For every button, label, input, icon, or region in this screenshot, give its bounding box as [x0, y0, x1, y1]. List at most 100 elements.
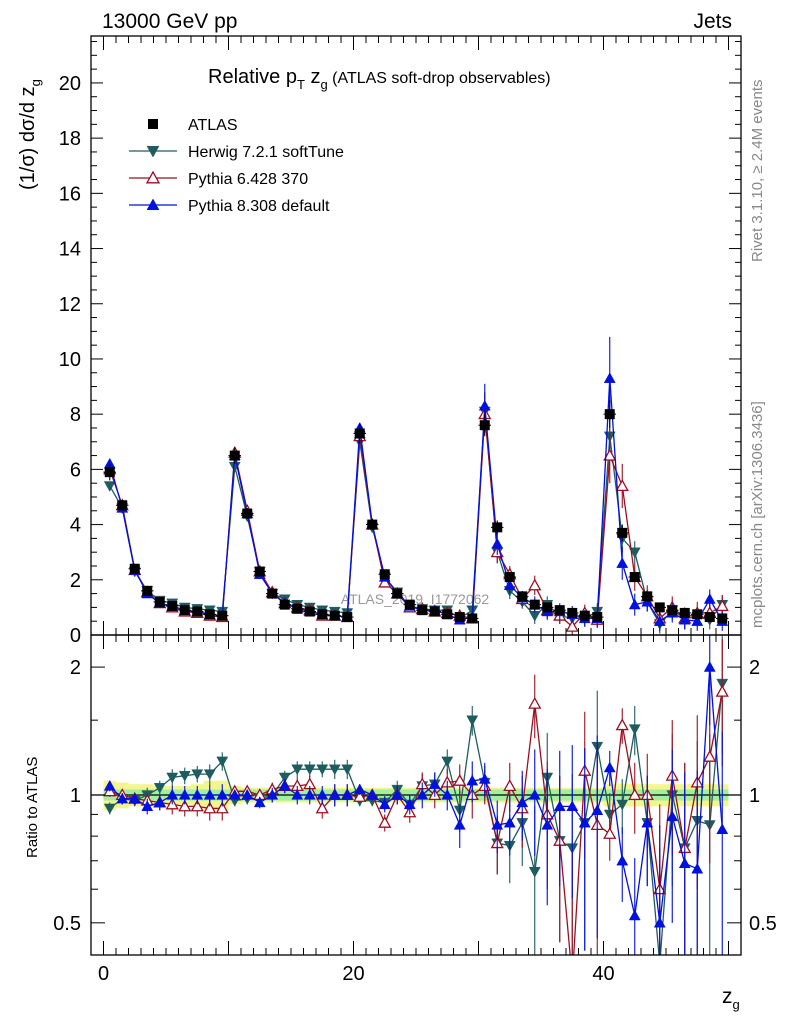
data-point	[703, 593, 716, 604]
ratio-point	[528, 788, 541, 800]
y-tick-label: 8	[70, 404, 81, 426]
y-tick-label: 4	[70, 515, 81, 537]
ratio-point	[266, 788, 279, 800]
data-point	[629, 572, 640, 583]
data-point	[615, 479, 629, 491]
y-tick-label: 10	[59, 349, 81, 371]
data-point	[317, 609, 328, 620]
data-point	[491, 537, 504, 549]
legend-label: Herwig 7.2.1 softTune	[188, 144, 344, 161]
ratio-point	[715, 684, 729, 697]
x-tick-label: 40	[592, 963, 614, 985]
ratio-point	[691, 862, 704, 874]
ratio-point	[203, 769, 216, 781]
ratio-y-tick-label: 1	[749, 785, 760, 807]
data-point	[392, 588, 403, 599]
ratio-y-tick-label: 1	[70, 785, 81, 807]
ratio-point	[178, 788, 191, 800]
ratio-point	[128, 792, 141, 804]
data-point	[354, 428, 365, 439]
data-point	[642, 591, 653, 602]
data-point	[117, 500, 128, 511]
data-point	[267, 588, 278, 599]
y-tick-label: 14	[59, 239, 81, 261]
ratio-point	[641, 816, 654, 828]
ratio-line	[109, 691, 723, 955]
process-label: Jets	[693, 10, 732, 33]
data-point	[478, 399, 491, 411]
ratio-point	[253, 796, 266, 808]
legend-marker	[146, 198, 160, 211]
ratio-point	[516, 796, 529, 808]
ratio-series-2	[103, 635, 729, 955]
ratio-point	[178, 799, 192, 812]
data-point	[479, 420, 490, 431]
ratio-point	[103, 803, 116, 815]
data-point	[492, 522, 503, 533]
energy-label: 13000 GeV pp	[102, 10, 237, 33]
ratio-y-tick-label: 0.5	[53, 913, 81, 935]
ratio-point	[567, 973, 578, 983]
chart-title: Relative pT zg (ATLAS soft-drop observab…	[208, 66, 551, 92]
ratio-point	[116, 792, 129, 804]
mcplots-label: mcplots.cern.ch [arXiv:1306.3436]	[749, 401, 766, 628]
data-point	[692, 609, 703, 620]
ratio-point	[216, 756, 229, 768]
y-tick-label: 18	[59, 128, 81, 150]
data-point	[378, 575, 392, 588]
ratio-point	[428, 778, 441, 789]
data-point	[529, 599, 540, 610]
ratio-point	[478, 773, 491, 784]
data-point	[329, 610, 340, 621]
data-point	[628, 598, 641, 610]
data-point	[654, 602, 665, 613]
ratio-point	[191, 769, 204, 781]
ratio-point	[328, 788, 341, 800]
ratio-point	[603, 826, 617, 839]
legend-entry: Herwig 7.2.1 softTune	[129, 144, 344, 161]
data-point	[554, 605, 565, 616]
x-axis-label: zg	[722, 985, 740, 1012]
data-point	[667, 605, 678, 616]
series-line	[109, 378, 723, 623]
data-point	[542, 602, 553, 613]
series-0	[103, 400, 729, 624]
ratio-point	[303, 788, 316, 800]
data-point	[154, 596, 165, 607]
x-tick-label: 0	[98, 963, 109, 985]
ratio-point	[578, 816, 591, 828]
ratio-point	[278, 779, 291, 791]
data-point	[503, 579, 516, 590]
ratio-point	[441, 756, 454, 768]
ratio-point	[391, 788, 404, 800]
ratio-y-tick-label: 0.5	[749, 913, 777, 935]
data-point	[579, 610, 590, 621]
data-point	[504, 572, 515, 583]
data-point	[142, 585, 153, 596]
ratio-point	[178, 771, 191, 782]
ratio-point	[153, 783, 166, 794]
ratio-point	[316, 764, 329, 776]
ratio-point	[703, 749, 717, 762]
ratio-point	[541, 818, 554, 830]
data-point	[603, 448, 617, 461]
ratio-point	[441, 788, 454, 800]
data-point	[679, 607, 690, 618]
ratio-point	[615, 718, 629, 731]
legend-label: ATLAS	[188, 117, 238, 134]
ratio-point	[378, 798, 391, 810]
data-point	[217, 610, 228, 621]
y-tick-label: 20	[59, 73, 81, 95]
data-point	[204, 609, 215, 620]
data-point	[454, 612, 465, 623]
ratio-series-layer	[103, 635, 729, 983]
data-point	[567, 607, 578, 618]
data-point	[417, 605, 428, 616]
ratio-y-axis-label: Ratio to ATLAS	[24, 757, 41, 858]
data-point	[379, 569, 390, 580]
ratio-point	[141, 800, 154, 812]
legend-label: Pythia 6.428 370	[188, 171, 308, 188]
x-tick-label: 20	[342, 963, 364, 985]
y-tick-label: 16	[59, 183, 81, 205]
legend-marker	[148, 119, 158, 129]
